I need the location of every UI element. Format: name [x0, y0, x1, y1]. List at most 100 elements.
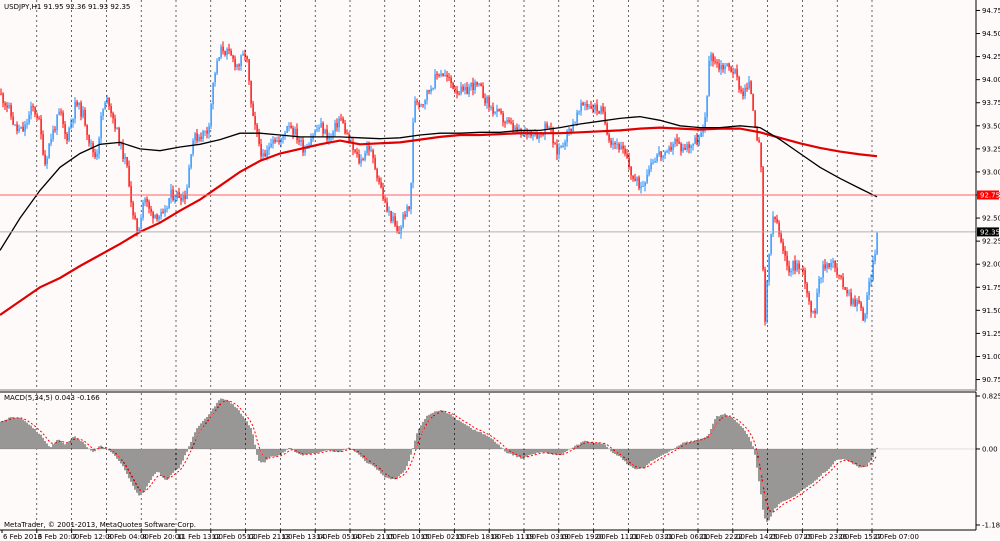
candle-bull — [420, 104, 422, 106]
candle-bull — [72, 118, 74, 123]
candle-bull — [478, 83, 480, 85]
candle-bear — [62, 112, 64, 125]
candle-bull — [642, 185, 644, 187]
time-tick-label: 15 Feb 18:00 — [455, 533, 501, 541]
candle-bear — [384, 199, 386, 203]
candle-bear — [834, 260, 836, 268]
candle-bull — [468, 86, 470, 95]
candle-bull — [876, 232, 878, 255]
macd-indicator-pane[interactable]: MACD(5,34,5) 0.043 -0.166 — [0, 393, 976, 530]
candle-bear — [416, 100, 418, 103]
candle-bull — [490, 106, 492, 108]
candle-bull — [138, 228, 140, 232]
candle-bull — [444, 74, 446, 77]
candle-bear — [462, 86, 464, 91]
time-tick-label: 22 Feb 14:00 — [734, 533, 780, 541]
candle-bull — [192, 140, 194, 155]
candle-bear — [258, 131, 260, 144]
svg-text:92.75: 92.75 — [980, 192, 1000, 200]
candle-bear — [298, 140, 300, 142]
candle-bear — [0, 93, 2, 95]
time-tick-label: 25 Feb 07:00 — [769, 533, 815, 541]
chart-title: USDJPY,H1 91.95 92.36 91.93 92.35 — [4, 3, 130, 11]
candle-bull — [656, 154, 658, 162]
candle-bear — [854, 299, 856, 307]
candle-bull — [104, 102, 106, 110]
candle-bear — [828, 263, 830, 268]
candle-bull — [210, 104, 212, 127]
candle-bear — [196, 133, 198, 141]
candle-bull — [578, 111, 580, 113]
macd-histogram — [0, 398, 976, 522]
candle-bull — [612, 142, 614, 145]
time-tick-label: 19 Feb 19:00 — [560, 533, 606, 541]
candle-bear — [112, 113, 114, 119]
price-tick-label: 90.75 — [982, 376, 1000, 384]
candle-bull — [486, 96, 488, 104]
candle-bull — [370, 150, 372, 152]
candle-bear — [758, 140, 760, 143]
candle-bull — [190, 154, 192, 168]
candle-bull — [574, 122, 576, 124]
candle-bull — [744, 87, 746, 97]
candle-bear — [750, 81, 752, 95]
price-chart-pane[interactable]: USDJPY,H1 91.95 92.36 91.93 92.35 — [0, 0, 976, 390]
candle-bear — [740, 89, 742, 92]
candle-bear — [610, 140, 612, 145]
candle-bull — [68, 128, 70, 141]
time-tick-label: 12 Feb 05:00 — [212, 533, 258, 541]
candle-bear — [118, 128, 120, 146]
candle-bear — [670, 147, 672, 151]
candle-bear — [114, 118, 116, 129]
candle-bear — [742, 91, 744, 97]
candle-bull — [686, 144, 688, 150]
candle-bear — [716, 62, 718, 64]
candle-bull — [402, 214, 404, 228]
candle-bear — [252, 103, 254, 117]
candle-bear — [498, 108, 500, 111]
candle-bull — [414, 100, 416, 123]
candle-bull — [304, 148, 306, 153]
time-tick-label: 21 Feb 06:00 — [664, 533, 710, 541]
candle-bear — [552, 128, 554, 144]
candle-bear — [346, 133, 348, 135]
candle-bear — [60, 111, 62, 113]
candle-bear — [438, 75, 440, 77]
candle-bear — [184, 194, 186, 200]
candle-bear — [80, 102, 82, 117]
candle-bear — [84, 110, 86, 126]
candle-bull — [106, 97, 108, 103]
candle-bull — [692, 143, 694, 146]
candle-bear — [678, 141, 680, 144]
candle-bull — [48, 143, 50, 159]
candle-bull — [700, 132, 702, 138]
candle-bear — [814, 310, 816, 314]
candle-bear — [536, 134, 538, 139]
candle-bear — [604, 111, 606, 124]
time-tick-label: 14 Feb 05:00 — [316, 533, 362, 541]
candle-bear — [684, 147, 686, 150]
candle-bear — [556, 144, 558, 155]
macd-axis: 0.825 0.00 -1.184 — [975, 392, 1000, 530]
candle-bull — [96, 154, 98, 158]
candle-bear — [804, 270, 806, 284]
candle-bull — [82, 110, 84, 117]
candle-bull — [664, 152, 666, 156]
candle-bull — [310, 138, 312, 145]
candle-bear — [356, 151, 358, 155]
candle-bear — [340, 118, 342, 120]
candle-bull — [564, 142, 566, 146]
candle-bear — [696, 137, 698, 145]
candle-bull — [720, 65, 722, 70]
candle-bear — [76, 101, 78, 106]
candle-bull — [532, 135, 534, 137]
candle-bull — [424, 100, 426, 105]
candle-bull — [286, 126, 288, 133]
candle-bear — [786, 255, 788, 266]
time-tick-label: 19 Feb 03:00 — [525, 533, 571, 541]
macd-title: MACD(5,34,5) 0.043 -0.166 — [4, 394, 100, 402]
candle-bear — [296, 128, 298, 141]
candle-bear — [754, 110, 756, 128]
candle-bull — [406, 206, 408, 217]
